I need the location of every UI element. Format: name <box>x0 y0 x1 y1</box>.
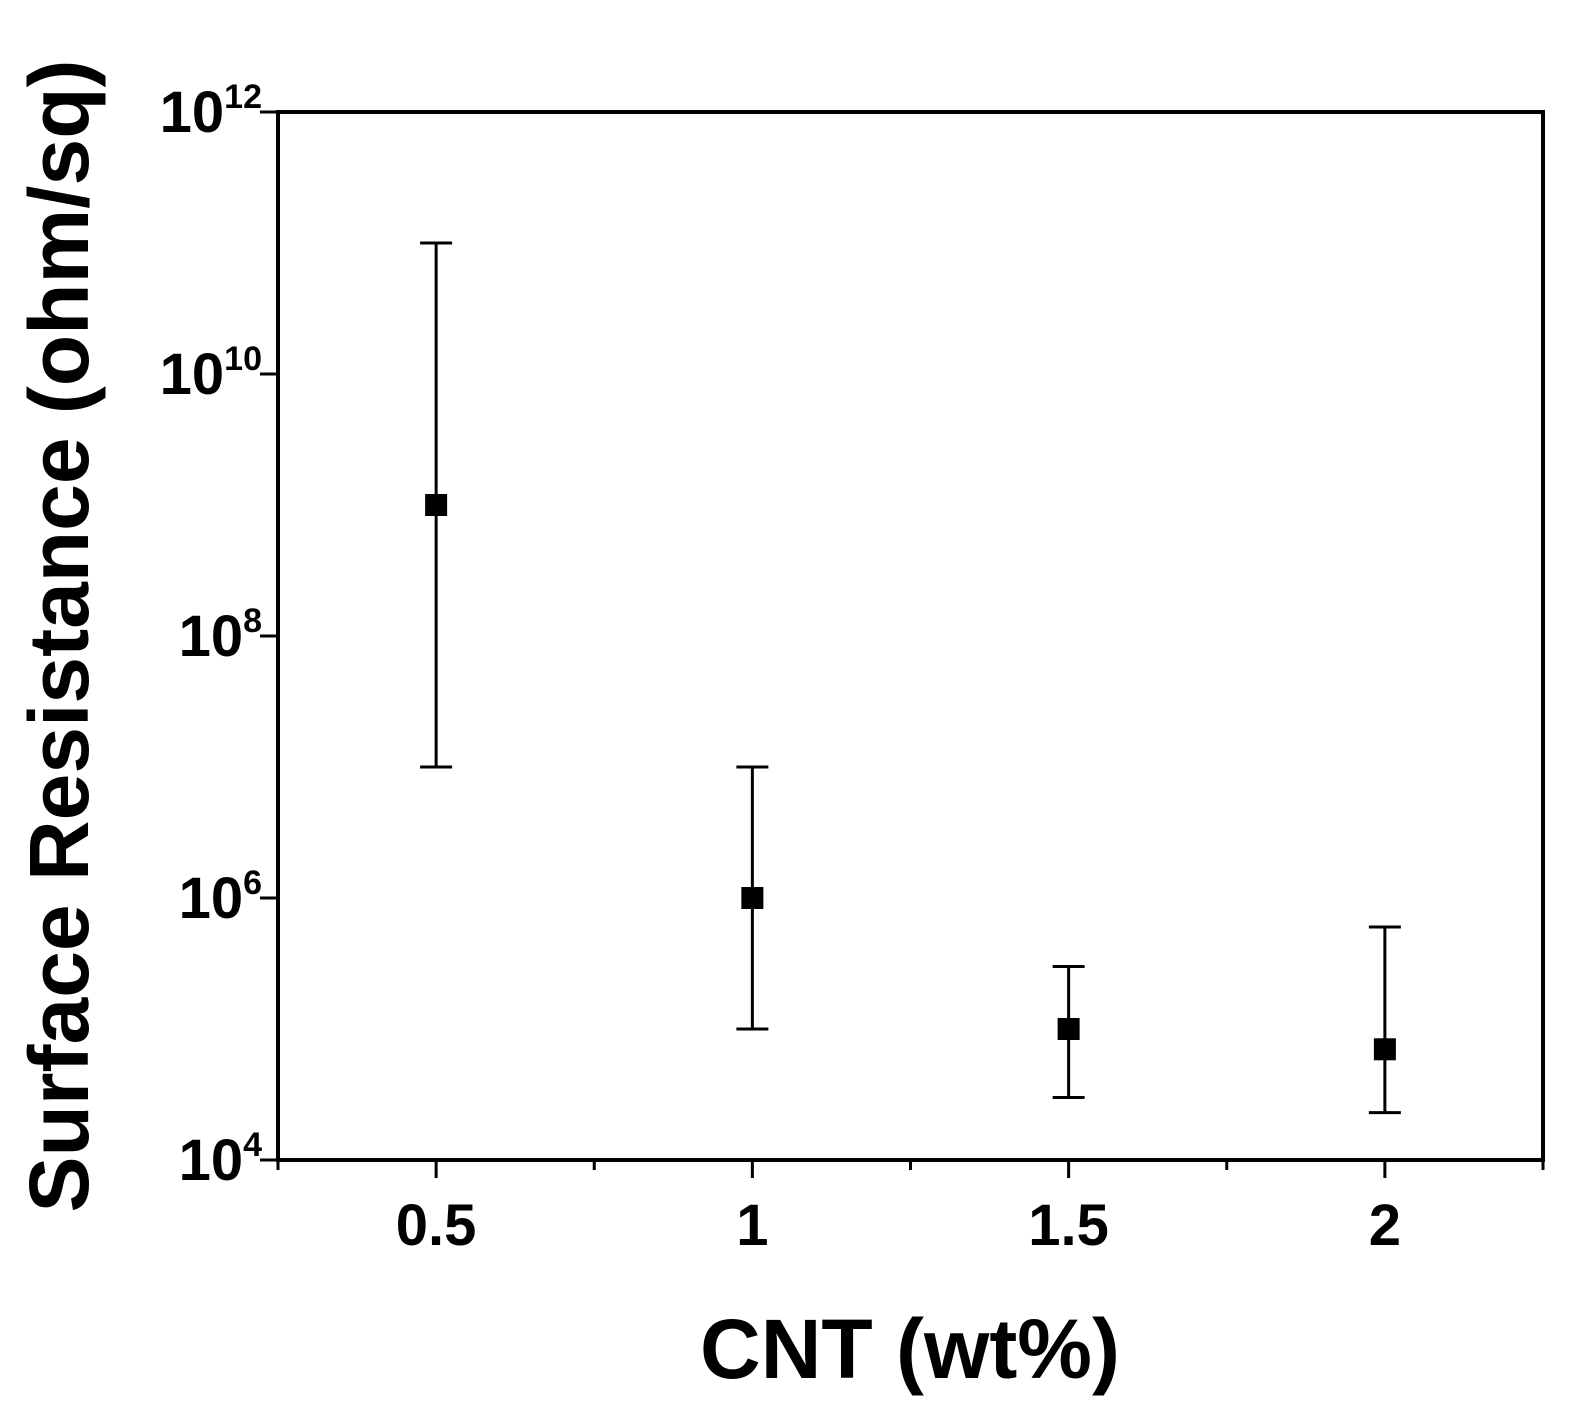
y-tick-label: 104 <box>179 1126 263 1193</box>
y-tick-label: 108 <box>179 602 262 669</box>
data-point <box>425 494 448 516</box>
plot-frame <box>276 110 1545 1162</box>
x-tick-label: 1.5 <box>1028 1193 1109 1258</box>
y-tick-label: 1012 <box>160 78 262 145</box>
y-tick-label: 1010 <box>160 340 262 407</box>
x-axis-label: CNT (wt%) <box>700 1302 1120 1396</box>
data-point <box>1373 1038 1396 1061</box>
data-point <box>1057 1018 1080 1040</box>
x-tick-label: 2 <box>1369 1193 1401 1258</box>
y-tick-label: 106 <box>179 864 262 931</box>
x-tick-label: 1 <box>736 1193 768 1258</box>
x-tick-label: 0.5 <box>396 1193 477 1258</box>
data-point <box>741 887 764 909</box>
y-axis-label: Surface Resistance (ohm/sq) <box>12 59 106 1212</box>
